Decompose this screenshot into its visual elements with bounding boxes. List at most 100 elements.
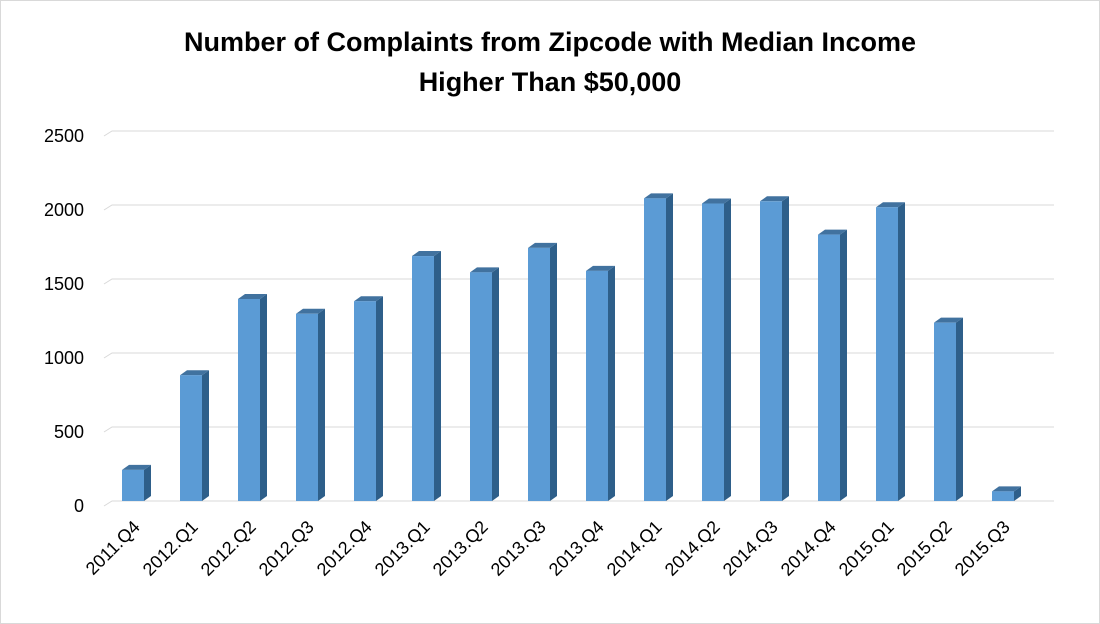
- x-tick-label: 2014.Q2: [661, 517, 724, 580]
- bar-top: [760, 196, 789, 202]
- bar-top: [470, 267, 499, 273]
- bar: [238, 293, 267, 501]
- x-tick-label: 2013.Q1: [371, 517, 434, 580]
- x-tick-label: 2015.Q2: [893, 517, 956, 580]
- y-axis-ticks: 0 500 1000 1500 2000 2500: [44, 126, 84, 516]
- bar-top: [876, 202, 905, 208]
- x-tick-label: 2011.Q4: [82, 517, 144, 579]
- bar: [528, 242, 557, 502]
- bars: [122, 193, 1021, 502]
- bar-side: [608, 265, 615, 501]
- x-tick-label: 2012.Q1: [139, 517, 202, 580]
- bar-front: [992, 491, 1014, 501]
- bar-top: [702, 198, 731, 204]
- bar-front: [180, 375, 202, 501]
- bar-top: [992, 486, 1021, 492]
- gridline: [103, 352, 1054, 359]
- bar: [412, 251, 441, 501]
- bar-front: [586, 270, 608, 501]
- y-tick-label: 0: [74, 496, 84, 516]
- bar-top: [412, 251, 441, 257]
- gridlines: [103, 130, 1054, 507]
- bar-front: [470, 272, 492, 501]
- bar-side: [666, 193, 673, 501]
- bar-side: [260, 293, 267, 501]
- bar: [760, 196, 789, 502]
- gridline: [103, 278, 1054, 285]
- bar-front: [122, 469, 144, 501]
- x-tick-label: 2014.Q3: [719, 517, 782, 580]
- bar-top: [644, 193, 673, 199]
- bar-top: [818, 229, 847, 235]
- bar-front: [702, 203, 724, 501]
- bar-top: [238, 293, 267, 299]
- chart-title: Number of Complaints from Zipcode with M…: [0, 22, 1100, 102]
- bar-side: [782, 196, 789, 502]
- bar-front: [238, 298, 260, 501]
- bar-front: [412, 256, 434, 501]
- x-tick-label: 2014.Q1: [603, 517, 666, 580]
- bar-side: [318, 308, 325, 501]
- bar: [818, 229, 847, 501]
- bar: [992, 486, 1021, 501]
- bar: [702, 198, 731, 501]
- bar-side: [898, 202, 905, 501]
- bar-front: [818, 234, 840, 501]
- bar: [122, 464, 151, 501]
- bar-side: [202, 370, 209, 501]
- bar: [296, 308, 325, 501]
- bar-front: [528, 247, 550, 501]
- chart-title-line-1: Number of Complaints from Zipcode with M…: [183, 27, 917, 57]
- bar: [354, 296, 383, 501]
- bar-top: [180, 370, 209, 376]
- y-tick-label: 2000: [44, 200, 84, 220]
- bar-top: [934, 317, 963, 323]
- bar-top: [528, 242, 557, 248]
- x-tick-label: 2014.Q4: [777, 517, 840, 580]
- x-axis-labels: 2011.Q42012.Q12012.Q22012.Q32012.Q42013.…: [82, 517, 1014, 580]
- x-tick-label: 2015.Q1: [835, 517, 898, 580]
- bar-front: [644, 198, 666, 501]
- x-tick-label: 2012.Q2: [197, 517, 260, 580]
- bar-front: [354, 301, 376, 501]
- bar-side: [840, 229, 847, 501]
- bar-side: [956, 317, 963, 501]
- bar: [470, 267, 499, 501]
- bar-side: [724, 198, 731, 501]
- bar-top: [354, 296, 383, 302]
- bar-top: [122, 464, 151, 470]
- gridline: [103, 500, 1054, 507]
- x-tick-label: 2015.Q3: [951, 517, 1014, 580]
- bar-side: [550, 242, 557, 502]
- bar-front: [876, 207, 898, 501]
- bar-front: [296, 313, 318, 501]
- x-tick-label: 2012.Q3: [255, 517, 318, 580]
- bar: [644, 193, 673, 501]
- bar: [180, 370, 209, 501]
- bar-side: [376, 296, 383, 501]
- x-tick-label: 2013.Q3: [487, 517, 550, 580]
- y-tick-label: 2500: [44, 126, 84, 146]
- y-tick-label: 500: [54, 422, 84, 442]
- bar-top: [296, 308, 325, 314]
- bar: [586, 265, 615, 501]
- y-tick-label: 1000: [44, 348, 84, 368]
- gridline: [103, 426, 1054, 433]
- gridline: [103, 204, 1054, 211]
- bar: [934, 317, 963, 501]
- bar-top: [586, 265, 615, 271]
- bar-front: [760, 201, 782, 502]
- chart-title-line-2: Higher Than $50,000: [418, 67, 682, 97]
- bar-side: [1014, 486, 1021, 501]
- x-tick-label: 2013.Q2: [429, 517, 492, 580]
- x-tick-label: 2013.Q4: [545, 517, 608, 580]
- x-tick-label: 2012.Q4: [313, 517, 376, 580]
- y-tick-label: 1500: [44, 274, 84, 294]
- bar: [876, 202, 905, 501]
- bar-side: [434, 251, 441, 501]
- bar-front: [934, 322, 956, 501]
- bar-side: [144, 464, 151, 501]
- bar-side: [492, 267, 499, 501]
- gridline: [103, 130, 1054, 137]
